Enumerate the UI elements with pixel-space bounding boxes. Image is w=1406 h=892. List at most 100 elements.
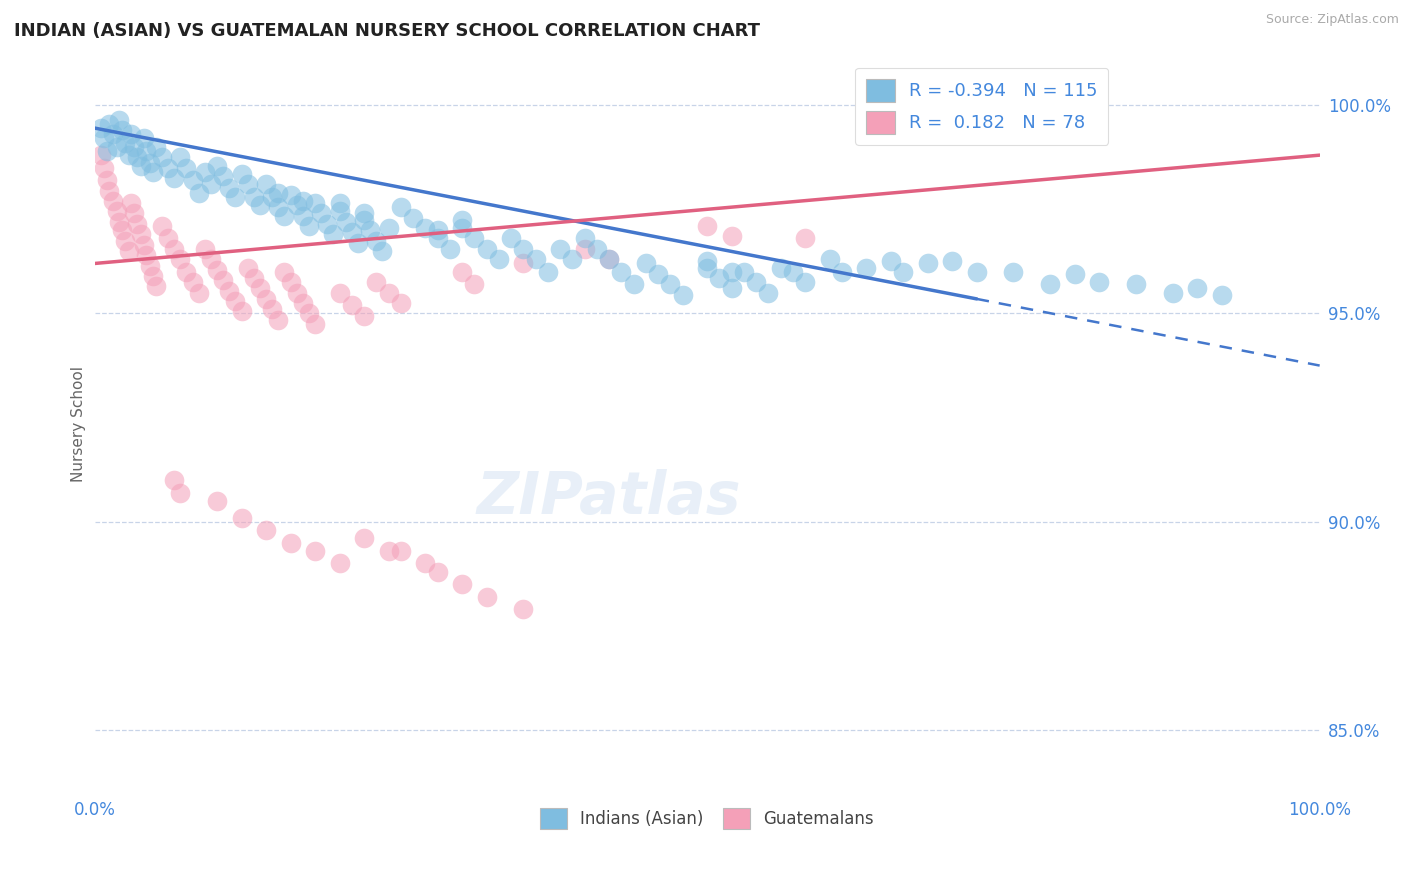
- Point: [127, 217, 149, 231]
- Point: [298, 306, 321, 320]
- Point: [353, 309, 375, 323]
- Point: [157, 161, 180, 175]
- Text: INDIAN (ASIAN) VS GUATEMALAN NURSERY SCHOOL CORRELATION CHART: INDIAN (ASIAN) VS GUATEMALAN NURSERY SCH…: [14, 22, 761, 40]
- Point: [353, 212, 375, 227]
- Point: [122, 206, 145, 220]
- Point: [176, 265, 198, 279]
- Point: [194, 165, 217, 179]
- Point: [262, 302, 284, 317]
- Point: [1125, 277, 1147, 292]
- Point: [98, 184, 121, 198]
- Point: [377, 544, 399, 558]
- Point: [96, 173, 118, 187]
- Point: [1211, 287, 1233, 301]
- Point: [561, 252, 583, 267]
- Point: [135, 248, 157, 262]
- Point: [157, 231, 180, 245]
- Point: [451, 221, 474, 235]
- Point: [634, 256, 657, 270]
- Point: [439, 242, 461, 256]
- Point: [316, 217, 339, 231]
- Point: [745, 275, 768, 289]
- Point: [794, 231, 817, 245]
- Point: [231, 304, 253, 318]
- Point: [280, 187, 302, 202]
- Point: [366, 234, 388, 248]
- Point: [169, 150, 191, 164]
- Point: [181, 275, 204, 289]
- Point: [291, 194, 314, 208]
- Point: [329, 196, 352, 211]
- Point: [163, 242, 186, 256]
- Point: [135, 144, 157, 158]
- Point: [1161, 285, 1184, 300]
- Point: [224, 190, 246, 204]
- Point: [322, 227, 344, 242]
- Point: [120, 128, 142, 142]
- Point: [291, 296, 314, 310]
- Point: [359, 223, 381, 237]
- Point: [243, 271, 266, 285]
- Point: [127, 150, 149, 164]
- Point: [90, 148, 112, 162]
- Point: [110, 223, 132, 237]
- Point: [366, 275, 388, 289]
- Point: [402, 211, 425, 225]
- Point: [769, 260, 792, 275]
- Point: [426, 231, 449, 245]
- Point: [280, 275, 302, 289]
- Point: [169, 252, 191, 267]
- Point: [236, 178, 259, 192]
- Point: [101, 128, 124, 142]
- Point: [756, 285, 779, 300]
- Point: [733, 265, 755, 279]
- Point: [254, 178, 277, 192]
- Point: [488, 252, 510, 267]
- Point: [1185, 281, 1208, 295]
- Y-axis label: Nursery School: Nursery School: [72, 366, 86, 482]
- Point: [855, 260, 877, 275]
- Point: [451, 212, 474, 227]
- Point: [659, 277, 682, 292]
- Point: [142, 165, 165, 179]
- Point: [249, 198, 271, 212]
- Point: [1039, 277, 1062, 292]
- Point: [122, 140, 145, 154]
- Point: [98, 117, 121, 131]
- Point: [782, 265, 804, 279]
- Point: [329, 204, 352, 219]
- Point: [132, 237, 155, 252]
- Point: [574, 231, 596, 245]
- Point: [105, 140, 128, 154]
- Point: [512, 256, 534, 270]
- Point: [93, 131, 115, 145]
- Point: [90, 121, 112, 136]
- Point: [353, 206, 375, 220]
- Point: [218, 284, 240, 298]
- Point: [118, 148, 141, 162]
- Point: [537, 265, 560, 279]
- Point: [347, 235, 370, 250]
- Point: [451, 577, 474, 591]
- Point: [512, 242, 534, 256]
- Point: [212, 169, 235, 183]
- Point: [254, 292, 277, 306]
- Point: [150, 150, 173, 164]
- Point: [426, 565, 449, 579]
- Point: [205, 494, 228, 508]
- Point: [118, 244, 141, 258]
- Point: [224, 293, 246, 308]
- Text: ZIPatlas: ZIPatlas: [477, 469, 741, 526]
- Point: [169, 485, 191, 500]
- Point: [371, 244, 394, 258]
- Point: [267, 200, 290, 214]
- Point: [512, 602, 534, 616]
- Point: [966, 265, 988, 279]
- Point: [249, 281, 271, 295]
- Point: [598, 252, 620, 267]
- Point: [709, 271, 731, 285]
- Point: [1063, 267, 1085, 281]
- Point: [353, 532, 375, 546]
- Point: [205, 262, 228, 277]
- Point: [501, 231, 523, 245]
